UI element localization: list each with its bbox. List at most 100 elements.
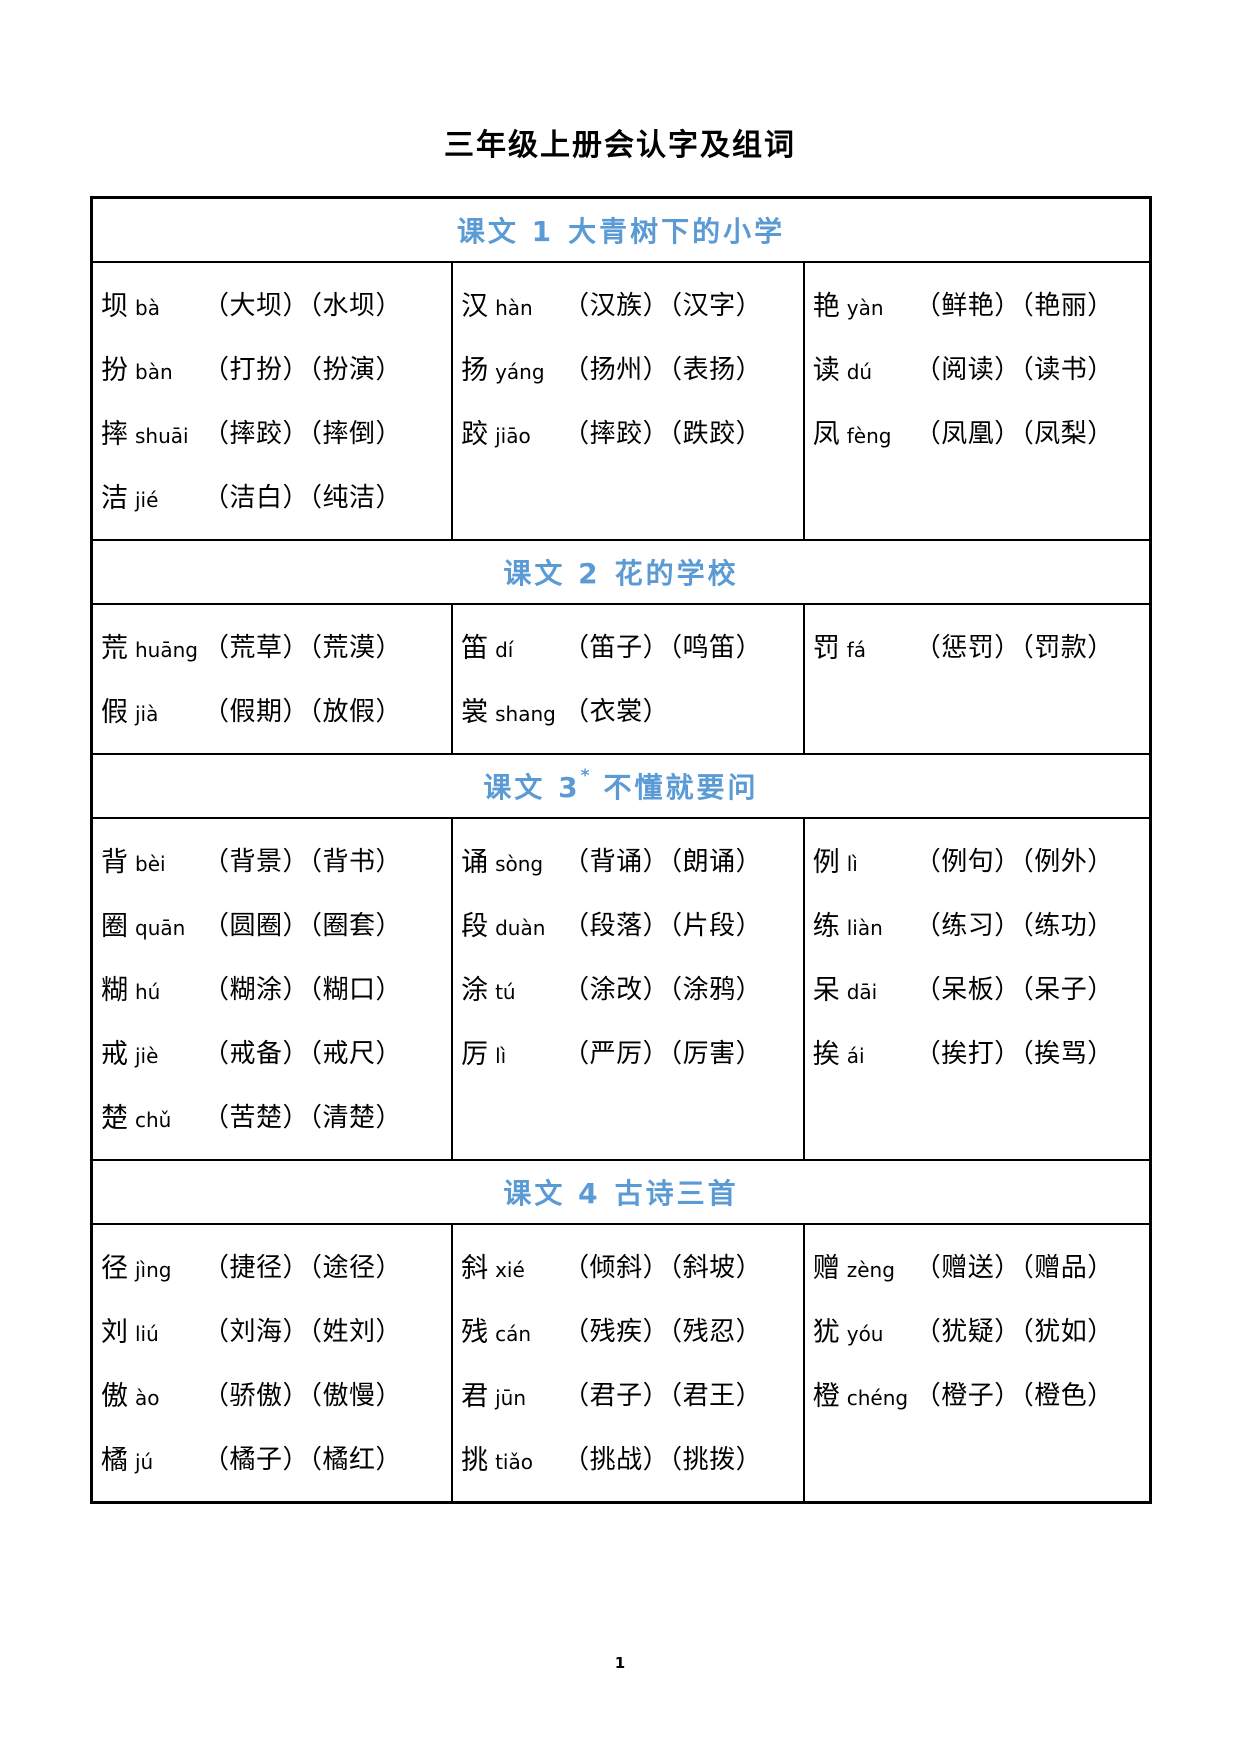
character-label: 洁 jié [101, 476, 203, 515]
character-words: （君子）（君王） [563, 1380, 763, 1411]
character-words: （例句）（例外） [914, 846, 1114, 877]
lesson-header: 课文 4 古诗三首 [93, 1161, 1149, 1225]
character-words: （背景）（背书） [203, 846, 403, 877]
character-entry: 橙 chéng （橙子）（橙色） [813, 1361, 1143, 1425]
lesson-column: 背 bèi （背景）（背书） 圈 quān （圆圈）（圈套） 糊 hú （糊涂）（糊口） 戒 jiè… [93, 819, 454, 1159]
character-glyph: 君 [461, 1380, 489, 1412]
lesson-header-title: 不懂就要问 [603, 771, 759, 804]
character-label: 糊 hú [101, 968, 203, 1007]
character-glyph: 凤 [812, 418, 840, 450]
character-words: （戒备）（戒尺） [203, 1038, 403, 1069]
character-label: 楚 chǔ [101, 1096, 203, 1135]
character-label: 涂 tú [461, 968, 563, 1007]
character-label: 罚 fá [813, 626, 915, 665]
character-pinyin: bèi [135, 851, 166, 876]
character-label: 凤 fèng [813, 412, 915, 451]
lesson-header: 课文 2 花的学校 [93, 541, 1149, 605]
character-words: （赠送）（赠品） [914, 1252, 1114, 1283]
character-pinyin: quān [135, 915, 186, 940]
character-entry: 戒 jiè （戒备）（戒尺） [101, 1019, 445, 1083]
character-label: 跤 jiāo [461, 412, 563, 451]
character-pinyin: liàn [846, 915, 883, 940]
character-words: （刘海）（姓刘） [203, 1316, 403, 1347]
character-label: 刘 liú [101, 1310, 203, 1349]
character-entry: 橘 jú （橘子）（橘红） [101, 1425, 445, 1489]
character-pinyin: lì [846, 851, 858, 876]
character-glyph: 呆 [812, 974, 840, 1006]
character-entry: 扮 bàn （打扮）（扮演） [101, 335, 445, 399]
lesson-body: 径 jìng （捷径）（途径） 刘 liú （刘海）（姓刘） 傲 ào （骄傲）（傲慢） 橘 jú （… [93, 1225, 1149, 1501]
character-words: （阅读）（读书） [914, 354, 1114, 385]
worksheet-table: 课文 1 大青树下的小学坝 bà （大坝）（水坝） 扮 bàn （打扮）（扮演） 摔 shuāi… [90, 196, 1152, 1504]
character-entry: 洁 jié （洁白）（纯洁） [101, 463, 445, 527]
character-words: （衣裳） [563, 696, 670, 727]
character-words: （捷径）（途径） [203, 1252, 403, 1283]
character-words: （扬州）（表扬） [563, 354, 763, 385]
character-glyph: 刘 [101, 1316, 128, 1348]
character-label: 厉 lì [461, 1032, 563, 1071]
character-entry: 挨 ái （挨打）（挨骂） [813, 1019, 1143, 1083]
character-entry: 糊 hú （糊涂）（糊口） [101, 955, 445, 1019]
character-words: （凤凰）（凤梨） [914, 418, 1114, 449]
character-label: 坝 bà [101, 284, 203, 323]
lesson-column: 斜 xié （倾斜）（斜坡）残 cán （残疾）（残忍）君 jūn （君子）（君王）挑 tiǎ… [453, 1225, 805, 1501]
character-pinyin: sòng [495, 851, 544, 876]
character-glyph: 罚 [812, 632, 840, 664]
character-pinyin: chéng [846, 1385, 909, 1410]
lesson-header: 课文 1 大青树下的小学 [93, 199, 1149, 263]
character-label: 荒 huāng [101, 626, 203, 665]
character-glyph: 练 [812, 910, 840, 942]
character-entry: 裳 shang （衣裳） [461, 677, 797, 741]
character-words: （惩罚）（罚款） [914, 632, 1114, 663]
character-glyph: 洁 [101, 482, 128, 514]
character-words: （洁白）（纯洁） [203, 482, 403, 513]
character-label: 犹 yóu [813, 1310, 915, 1349]
character-entry: 径 jìng （捷径）（途径） [101, 1233, 445, 1297]
character-pinyin: huāng [135, 637, 198, 662]
character-glyph: 挨 [812, 1038, 840, 1070]
character-glyph: 径 [101, 1252, 128, 1284]
page-title: 三年级上册会认字及组词 [444, 128, 796, 163]
character-entry: 练 liàn （练习）（练功） [813, 891, 1143, 955]
character-label: 背 bèi [101, 840, 203, 879]
character-pinyin: fèng [846, 423, 892, 448]
character-words: （犹疑）（犹如） [914, 1316, 1114, 1347]
character-label: 斜 xié [461, 1246, 563, 1285]
character-words: （鲜艳）（艳丽） [914, 290, 1114, 321]
lesson-column: 笛 dí （笛子）（鸣笛）裳 shang （衣裳） [453, 605, 805, 753]
character-pinyin: dāi [846, 979, 878, 1004]
character-glyph: 橘 [101, 1444, 128, 1476]
character-entry: 刘 liú （刘海）（姓刘） [101, 1297, 445, 1361]
character-label: 摔 shuāi [101, 412, 203, 451]
character-entry: 跤 jiāo （摔跤）（跌跤） [461, 399, 797, 463]
character-entry: 君 jūn （君子）（君王） [461, 1361, 797, 1425]
character-glyph: 诵 [461, 846, 489, 878]
character-words: （摔跤）（跌跤） [563, 418, 763, 449]
character-glyph: 背 [101, 846, 128, 878]
lesson-column: 艳 yàn （鲜艳）（艳丽）读 dú （阅读）（读书）凤 fèng （凤凰）（凤梨） [805, 263, 1149, 539]
character-label: 傲 ào [101, 1374, 203, 1413]
character-entry: 斜 xié （倾斜）（斜坡） [461, 1233, 797, 1297]
character-entry: 扬 yáng （扬州）（表扬） [461, 335, 797, 399]
character-glyph: 裳 [461, 696, 489, 728]
character-entry: 凤 fèng （凤凰）（凤梨） [813, 399, 1143, 463]
character-entry: 假 jià （假期）（放假） [101, 677, 445, 741]
character-entry: 罚 fá （惩罚）（罚款） [813, 613, 1143, 677]
character-pinyin: cán [495, 1321, 532, 1346]
character-pinyin: yàn [846, 295, 884, 320]
character-label: 练 liàn [813, 904, 915, 943]
character-entry: 呆 dāi （呆板）（呆子） [813, 955, 1143, 1019]
character-entry: 圈 quān （圆圈）（圈套） [101, 891, 445, 955]
character-glyph: 荒 [101, 632, 128, 664]
character-words: （骄傲）（傲慢） [203, 1380, 403, 1411]
character-label: 裳 shang [461, 690, 563, 729]
character-label: 挨 ái [813, 1032, 915, 1071]
character-pinyin: shuāi [135, 423, 189, 448]
character-glyph: 橙 [812, 1380, 840, 1412]
character-glyph: 汉 [461, 290, 489, 322]
lesson-header-number: 课文 1 [456, 215, 555, 248]
character-words: （糊涂）（糊口） [203, 974, 403, 1005]
character-pinyin: tiǎo [495, 1449, 533, 1474]
character-entry: 犹 yóu （犹疑）（犹如） [813, 1297, 1143, 1361]
character-glyph: 扮 [101, 354, 128, 386]
